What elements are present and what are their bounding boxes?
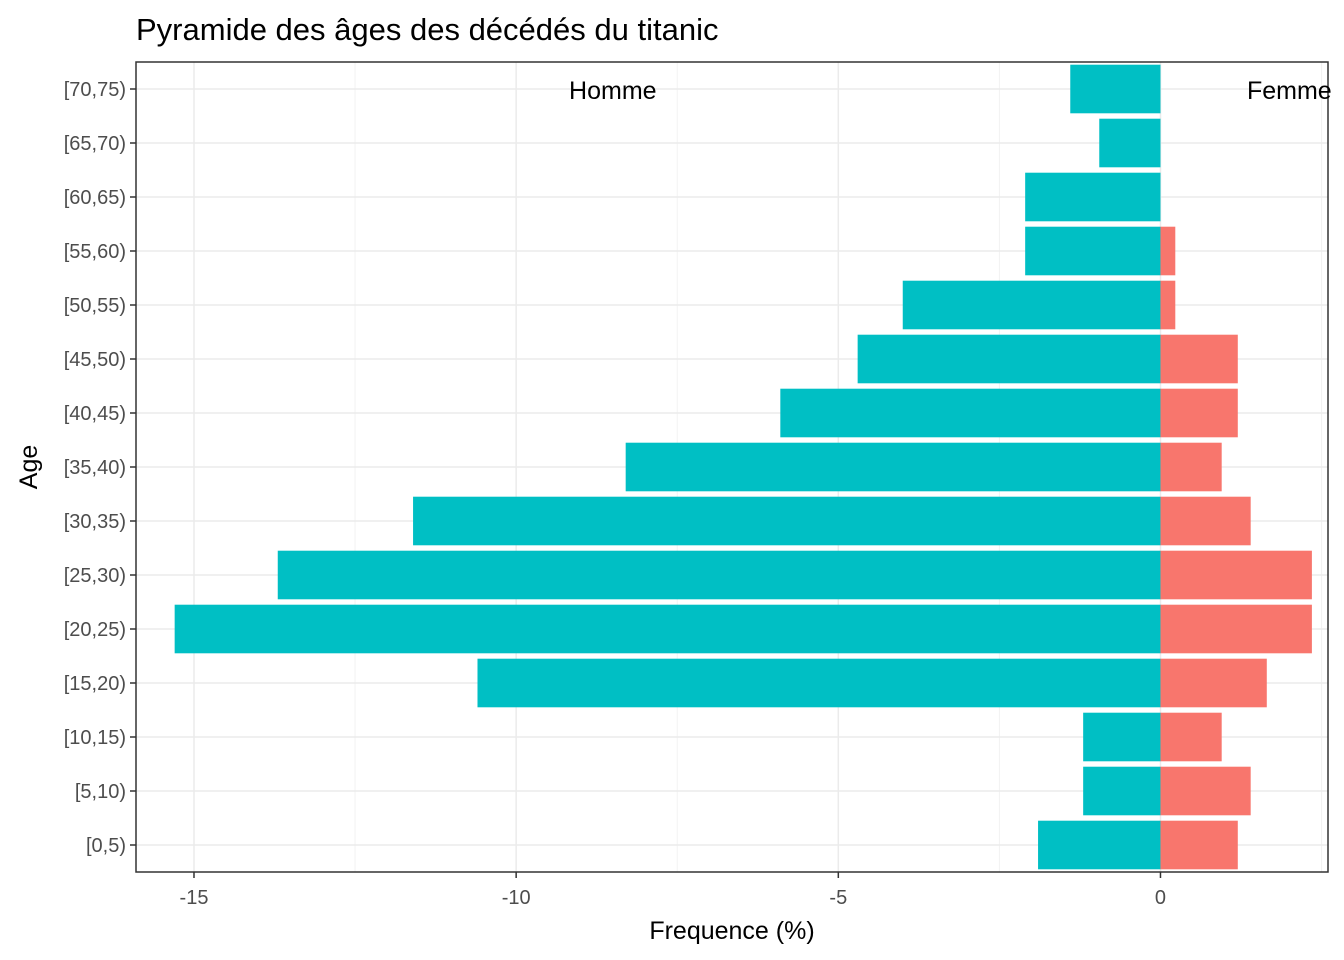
bar-femme-9 (1160, 334, 1238, 384)
bar-femme-8 (1160, 388, 1238, 438)
bar-homme-0 (1038, 820, 1161, 870)
y-tick-label: [40,45) (64, 403, 126, 425)
bar-homme-10 (902, 280, 1161, 330)
annotation-homme: Homme (569, 77, 657, 105)
bar-homme-9 (857, 334, 1161, 384)
bar-femme-2 (1160, 712, 1222, 762)
y-tick-label: [50,55) (64, 295, 126, 317)
x-axis-title: Frequence (%) (649, 917, 814, 945)
y-tick-label: [60,65) (64, 187, 126, 209)
bar-homme-2 (1083, 712, 1161, 762)
x-tick-label: -15 (180, 887, 209, 909)
annotation-femme: Femme (1247, 77, 1332, 105)
x-tick-label: -5 (829, 887, 847, 909)
y-tick-label: [35,40) (64, 457, 126, 479)
bar-femme-3 (1160, 658, 1267, 708)
bar-homme-8 (780, 388, 1161, 438)
y-tick-label: [10,15) (64, 727, 126, 749)
bar-femme-5 (1160, 550, 1312, 600)
bar-femme-1 (1160, 766, 1251, 816)
y-axis: [0,5) [5,10) [10,15) [15,20) [20,25) [25,30) [… (64, 79, 136, 857)
y-tick-label: [20,25) (64, 619, 126, 641)
y-tick-label: [55,60) (64, 241, 126, 263)
y-tick-label: [30,35) (64, 511, 126, 533)
bar-homme-1 (1083, 766, 1161, 816)
y-tick-label: [45,50) (64, 349, 126, 371)
chart-title: Pyramide des âges des décédés du titanic (136, 12, 718, 47)
x-tick-label: 0 (1155, 887, 1166, 909)
bar-homme-14 (1070, 64, 1161, 114)
bars (174, 64, 1312, 870)
bar-homme-5 (277, 550, 1161, 600)
y-tick-label: [70,75) (64, 79, 126, 101)
y-axis-title: Age (15, 445, 43, 489)
y-tick-label: [0,5) (86, 835, 126, 857)
y-tick-label: [5,10) (75, 781, 126, 803)
bar-homme-6 (413, 496, 1161, 546)
bar-femme-10 (1160, 280, 1176, 330)
x-tick-label: -10 (502, 887, 531, 909)
bar-femme-0 (1160, 820, 1238, 870)
bar-homme-7 (625, 442, 1161, 492)
bar-homme-13 (1099, 118, 1161, 168)
y-tick-label: [25,30) (64, 565, 126, 587)
bar-homme-4 (174, 604, 1161, 654)
bar-femme-7 (1160, 442, 1222, 492)
bar-femme-4 (1160, 604, 1312, 654)
bar-homme-12 (1025, 172, 1161, 222)
y-tick-label: [15,20) (64, 673, 126, 695)
bar-femme-6 (1160, 496, 1251, 546)
x-axis: -15 -10 -5 0 (180, 872, 1166, 909)
bar-femme-11 (1160, 226, 1176, 276)
bar-homme-11 (1025, 226, 1161, 276)
bar-homme-3 (477, 658, 1161, 708)
y-tick-label: [65,70) (64, 133, 126, 155)
